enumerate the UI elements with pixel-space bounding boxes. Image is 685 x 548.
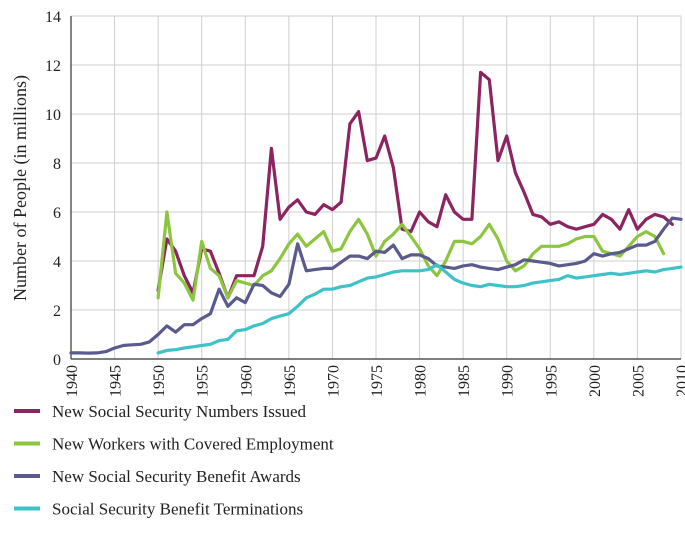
x-tick-label: 1975 (369, 365, 386, 397)
series-line-1 (156, 70, 674, 300)
y-tick-label: 14 (45, 9, 61, 26)
y-tick-label: 2 (53, 303, 61, 320)
y-tick-label: 12 (45, 58, 61, 75)
y-tick-label: 6 (53, 205, 61, 222)
x-tick-label: 1970 (325, 365, 342, 397)
y-tick-labels: 0 2 4 6 8 10 12 14 (45, 9, 61, 369)
grid (71, 15, 682, 359)
series-line-3 (69, 216, 683, 355)
x-tick-label: 1945 (108, 365, 125, 397)
x-tick-label: 1995 (543, 365, 560, 397)
x-tick-label: 1960 (238, 365, 255, 397)
x-tick-label: 1950 (151, 365, 168, 397)
y-tick-label: 0 (53, 352, 61, 369)
y-tick-label: 10 (45, 107, 61, 124)
x-tick-label: 1980 (413, 365, 430, 397)
x-tick-label: 1965 (282, 365, 299, 397)
axes (70, 16, 681, 360)
series-line-2 (156, 210, 666, 302)
x-tick-label: 2010 (674, 365, 685, 397)
legend-label: New Workers with Covered Employment (52, 435, 334, 454)
legend-label: New Social Security Benefit Awards (52, 467, 301, 486)
legend-label: New Social Security Numbers Issued (52, 402, 307, 421)
x-tick-label: 1940 (64, 365, 81, 397)
series-line-4 (156, 263, 683, 355)
x-tick-labels: 1940 1945 1950 1955 1960 1965 1970 1975 1980 1985… (64, 365, 685, 397)
x-tick-label: 1990 (500, 365, 517, 397)
series-lines (69, 70, 683, 355)
y-tick-label: 4 (53, 254, 61, 271)
y-tick-label: 8 (53, 156, 61, 173)
legend: New Social Security Numbers Issued New Wo… (14, 402, 334, 519)
x-tick-label: 2000 (587, 365, 604, 397)
y-axis-title: Number of People (in millions) (10, 75, 31, 301)
x-tick-label: 1955 (195, 365, 212, 397)
x-tick-label: 1985 (456, 365, 473, 397)
legend-label: Social Security Benefit Terminations (52, 500, 303, 519)
x-tick-label: 2005 (630, 365, 647, 397)
